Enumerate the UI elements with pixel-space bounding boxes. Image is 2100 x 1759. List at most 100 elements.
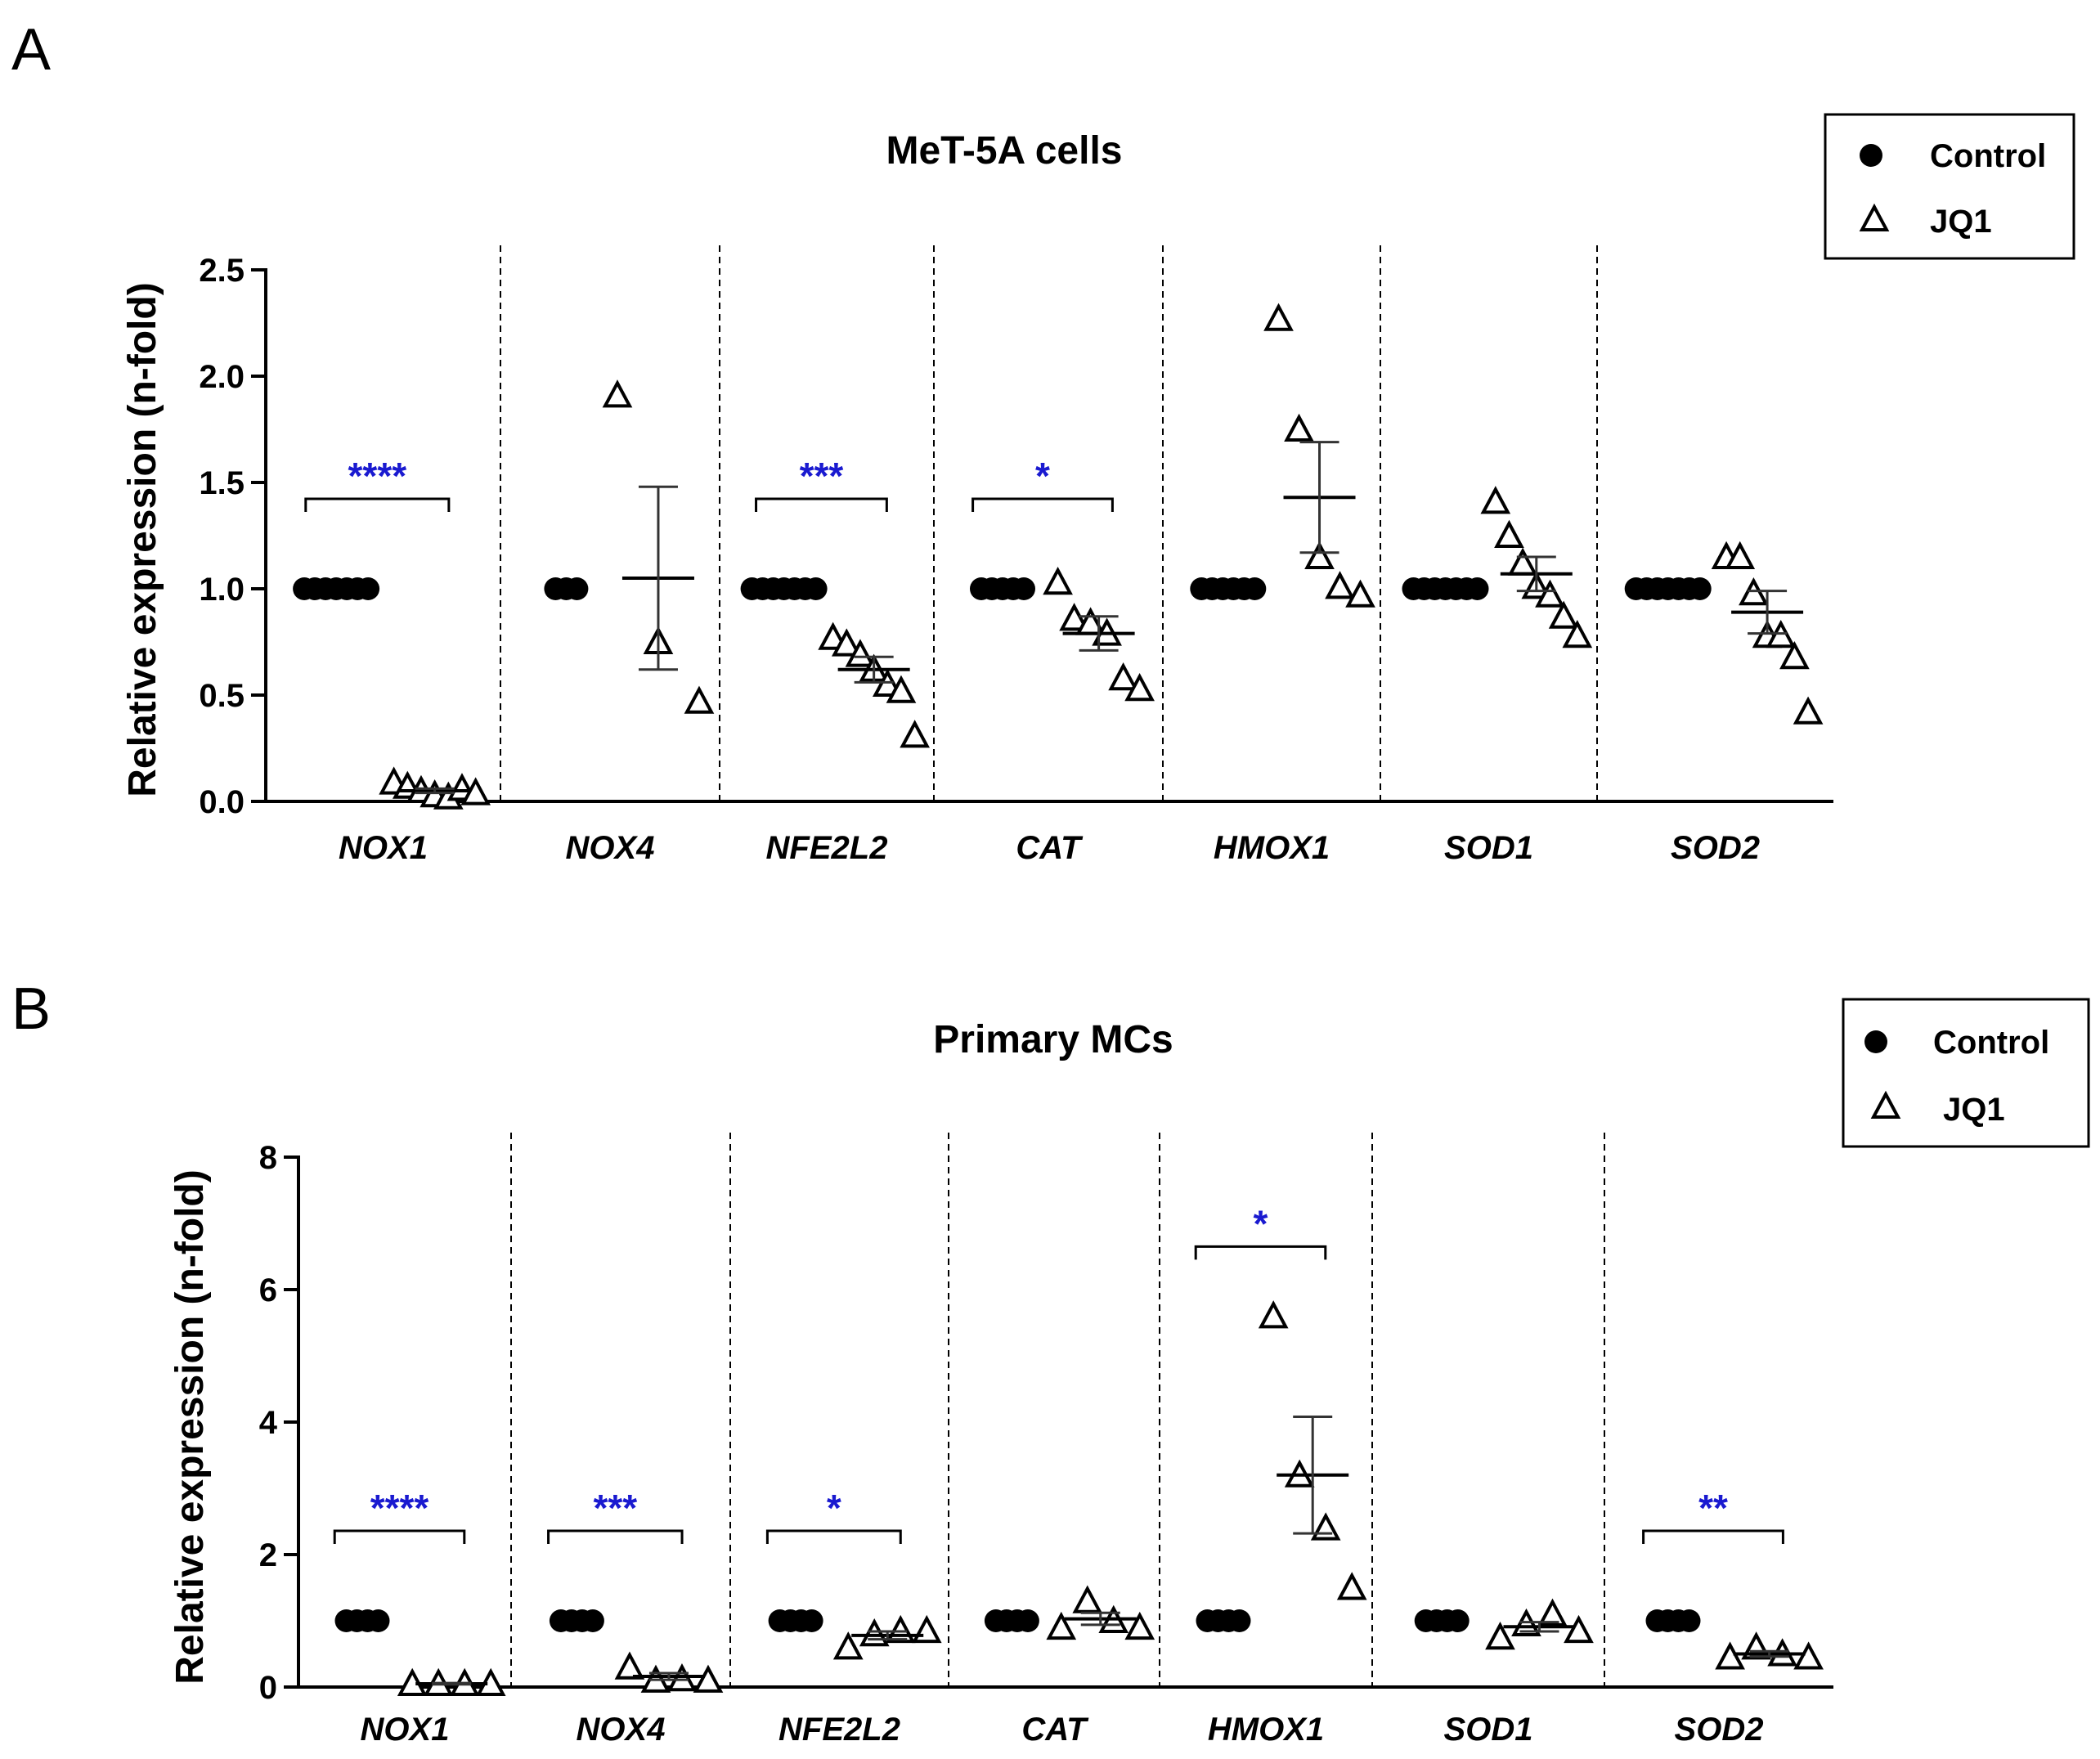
- jq1-point: [1537, 1598, 1568, 1627]
- control-point: [1016, 1609, 1039, 1632]
- jq1-point: [1494, 519, 1524, 548]
- significance-label: *: [827, 1487, 841, 1529]
- jq1-point: [1793, 696, 1824, 725]
- x-tick-label: SOD2: [1675, 1712, 1764, 1748]
- jq1-point: [1059, 603, 1089, 631]
- control-point: [1012, 577, 1035, 600]
- jq1-point: [1336, 1572, 1367, 1600]
- jq1-point: [1480, 486, 1511, 514]
- legend-jq1-label: JQ1: [1943, 1092, 2005, 1128]
- x-tick-label: SOD1: [1444, 830, 1533, 866]
- jq1-point: [1124, 672, 1155, 702]
- y-tick-label: 0.5: [199, 678, 245, 714]
- significance-label: ***: [800, 455, 844, 497]
- y-tick-label: 4: [259, 1405, 278, 1441]
- jq1-point: [832, 1631, 864, 1660]
- control-point: [1243, 577, 1267, 600]
- significance-label: *: [1254, 1202, 1268, 1245]
- control-point: [1446, 1609, 1470, 1632]
- jq1-point: [1046, 1611, 1077, 1640]
- control-point: [1688, 577, 1712, 600]
- jq1-point: [1310, 1512, 1341, 1541]
- x-tick-label: NOX1: [339, 830, 428, 866]
- jq1-point: [831, 628, 862, 657]
- legend-control-label: Control: [1930, 138, 2046, 174]
- panel-a-legend: Control JQ1: [1824, 113, 2075, 260]
- jq1-point: [845, 639, 876, 667]
- y-tick-label: 2.5: [199, 253, 245, 289]
- jq1-point: [1725, 541, 1756, 569]
- jq1-point: [911, 1614, 942, 1644]
- jq1-point: [1485, 1622, 1515, 1650]
- x-tick-label: NOX4: [566, 830, 655, 866]
- jq1-point: [1325, 571, 1355, 599]
- legend-box: [1824, 113, 2075, 260]
- jq1-point: [859, 1618, 890, 1647]
- jq1-point: [1739, 577, 1769, 606]
- jq1-point: [1124, 1611, 1155, 1640]
- jq1-point: [1108, 662, 1138, 691]
- jq1-point: [1548, 600, 1579, 629]
- control-point: [800, 1609, 823, 1632]
- control-point: [1465, 577, 1489, 600]
- x-tick-label: SOD1: [1444, 1712, 1533, 1748]
- significance-bracket: [333, 1529, 466, 1544]
- jq1-point: [1284, 413, 1314, 442]
- panel-b-title: Primary MCs: [933, 1018, 1173, 1061]
- legend-control-label: Control: [1933, 1025, 2049, 1061]
- y-tick-label: 8: [259, 1140, 277, 1176]
- jq1-point: [693, 1664, 724, 1693]
- significance-bracket: [1194, 1245, 1327, 1260]
- significance-bracket: [971, 497, 1114, 512]
- jq1-point: [1564, 1614, 1594, 1644]
- jq1-point: [1258, 1300, 1289, 1329]
- x-tick-label: CAT: [1021, 1712, 1089, 1748]
- panel-b-legend: Control JQ1: [1842, 998, 2090, 1148]
- x-tick-label: HMOX1: [1214, 830, 1330, 866]
- jq1-point: [1043, 566, 1073, 595]
- jq1-point: [666, 1663, 698, 1692]
- jq1-point: [602, 379, 633, 408]
- jq1-point: [684, 685, 715, 714]
- x-tick-label: CAT: [1016, 830, 1084, 866]
- jq1-point: [1715, 1641, 1745, 1670]
- y-tick-label: 1.0: [199, 572, 245, 608]
- legend-box: [1842, 998, 2090, 1148]
- jq1-point: [1779, 640, 1810, 670]
- control-point: [804, 577, 828, 600]
- jq1-point: [1304, 541, 1335, 569]
- x-tick-label: NOX4: [577, 1712, 666, 1748]
- significance-label: ***: [593, 1487, 637, 1529]
- significance-bracket: [547, 1529, 684, 1544]
- significance-bracket: [755, 497, 888, 512]
- jq1-point: [1766, 619, 1797, 648]
- significance-label: ****: [348, 455, 407, 497]
- panel-b-y-axis-label: Relative expression (n-fold): [168, 1169, 212, 1684]
- significance-bracket: [1642, 1529, 1784, 1544]
- y-tick-label: 6: [259, 1272, 277, 1308]
- x-tick-label: NFE2L2: [766, 830, 888, 866]
- y-tick-label: 2: [259, 1537, 277, 1573]
- legend-jq1-label: JQ1: [1930, 204, 1992, 240]
- control-point: [366, 1609, 390, 1632]
- jq1-point: [1507, 547, 1538, 576]
- panel-a-letter: A: [11, 17, 51, 83]
- significance-label: ****: [370, 1487, 429, 1529]
- x-tick-label: NFE2L2: [779, 1712, 900, 1748]
- jq1-point: [1793, 1641, 1824, 1670]
- panel-b-letter: B: [11, 976, 51, 1042]
- y-tick-label: 0: [259, 1670, 277, 1706]
- control-point: [565, 577, 589, 600]
- legend-control-marker: [1860, 144, 1882, 167]
- jq1-point: [1535, 579, 1565, 608]
- panel-a-plot: 0.0 0.5 1.0 1.5 2.0 2.5 NOX1 **** NOX4 NFE2L2 *** C…: [199, 245, 1833, 866]
- x-tick-label: SOD2: [1671, 830, 1760, 866]
- panel-b-plot: 0 2 4 6 8 NOX1 **** NOX4 *** NFE2L2 * CAT HMOX1 * SOD1…: [259, 1133, 1833, 1748]
- legend-control-marker: [1864, 1030, 1887, 1053]
- control-point: [357, 577, 380, 600]
- jq1-point: [614, 1651, 645, 1680]
- legend-jq1-marker: [1859, 203, 1890, 231]
- jq1-point: [1263, 303, 1294, 331]
- significance-bracket: [304, 497, 451, 512]
